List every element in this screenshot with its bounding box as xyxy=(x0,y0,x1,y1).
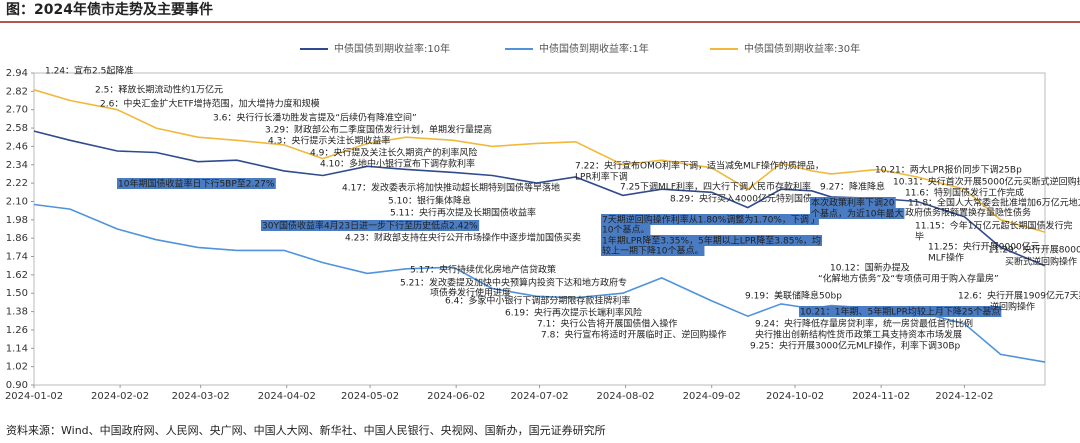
annotation: 4.10：多地中小银行宣布下调存款利率 xyxy=(320,158,475,170)
series-line xyxy=(33,89,1046,233)
annotation-box xyxy=(601,235,823,246)
annotation: 10.21：1年期、5年期LPR均较上月下降25个基点 xyxy=(800,306,1000,318)
annotation: MLF操作 xyxy=(928,252,964,264)
y-tick-label: 2.70 xyxy=(6,105,28,116)
annotation: 4.23：财政部支持在央行公开市场操作中逐步增加国债买卖 xyxy=(345,232,581,244)
annotation: 本次政策利率下调20 xyxy=(811,197,895,209)
y-tick-label: 2.46 xyxy=(6,141,28,152)
annotation: 11.29：央行开展8000亿元 xyxy=(988,244,1080,256)
annotation: 7.25下调MLF利率，四大行下调人民币存款利率 xyxy=(620,181,811,193)
annotation-box xyxy=(601,245,705,256)
annotation: 10.12：国新办提及 xyxy=(830,262,910,274)
y-tick-label: 2.94 xyxy=(6,68,28,79)
y-tick-label: 1.02 xyxy=(6,362,28,373)
annotation: 1.24：宣布2.5起降准 xyxy=(45,65,133,77)
x-tick-label: 2024-08-02 xyxy=(597,391,655,402)
annotation: 5.10：银行集体降息 xyxy=(388,195,471,207)
annotation-box xyxy=(810,197,896,208)
legend-label: 中债国债到期收益率:30年 xyxy=(744,42,860,55)
x-tick-label: 2024-07-02 xyxy=(510,391,568,402)
annotation: 10.31：央行首次开展5000亿元买断式逆回购操作 xyxy=(893,176,1080,188)
annotation: LPR利率下调 xyxy=(575,171,628,183)
y-tick-label: 1.74 xyxy=(6,252,28,263)
annotation: 8.29：央行买入4000亿元特别国债 xyxy=(670,193,812,205)
x-tick-label: 2024-10-02 xyxy=(766,391,824,402)
y-tick-label: 2.34 xyxy=(6,160,28,171)
annotation: 11.8：全国人大常委会批准增加6万亿元地方 xyxy=(908,197,1080,209)
annotation: 9.24：央行降低存量房贷利率，统一房贷最低首付比例 xyxy=(755,318,973,330)
annotation: 个基点，为近10年最大 xyxy=(811,208,903,220)
annotation: 11.6：特别国债发行工作完成 xyxy=(905,187,1024,199)
x-tick-label: 2024-05-02 xyxy=(341,391,399,402)
annotation: 6.19：央行再次提示长端利率风险 xyxy=(505,307,642,319)
y-tick-label: 0.90 xyxy=(6,380,28,391)
annotation: “化解地方债务”及“专项债可用于购入存量房” xyxy=(818,273,999,285)
annotation: 7.8：央行宣布将适时开展临时正、逆回购操作 xyxy=(541,329,726,341)
annotation: 逆回购操作 xyxy=(990,301,1035,313)
annotation: 5.11：央行再次提及长期国债收益率 xyxy=(390,207,536,219)
annotation: 1年期LPR降至3.35%，5年期以上LPR降至3.85%，均 xyxy=(602,235,821,247)
y-tick-label: 2.10 xyxy=(6,196,28,207)
annotation-box xyxy=(601,224,651,235)
annotation: 2.5：释放长期流动性约1万亿元 xyxy=(95,84,223,96)
y-tick-label: 2.58 xyxy=(6,123,28,134)
y-tick-label: 1.50 xyxy=(6,288,28,299)
annotation: 30Y国债收益率4月23日进一步下行至历史低点2.42% xyxy=(262,220,478,232)
annotation: 较上一期下降10个基点。 xyxy=(602,245,703,257)
annotation: 10个基点。 xyxy=(602,224,649,236)
annotation-box xyxy=(810,208,905,219)
x-tick-label: 2024-01-02 xyxy=(5,391,63,402)
annotation: 9.27：降准降息 xyxy=(820,181,885,193)
annotation: 11.15：今年1万亿元超长期国债发行完 xyxy=(915,220,1073,232)
annotation: 10.21：两大LPR报价同步下调25Bp xyxy=(875,164,1022,176)
y-tick-label: 1.86 xyxy=(6,233,28,244)
annotation: 5.17：央行持续优化房地产信贷政策 xyxy=(410,264,556,276)
annotation: 毕 xyxy=(915,231,924,243)
annotation: 7天期逆回购操作利率从1.80%调整为1.70%，下调了 xyxy=(602,214,818,226)
annotation-box xyxy=(261,220,480,231)
annotation: 项债券发行使用进度 xyxy=(430,287,511,299)
annotation: 4.17：发改委表示将加快推动超长期特别国债等早落地 xyxy=(342,182,560,194)
y-tick-label: 2.82 xyxy=(6,86,28,97)
annotation: 3.6：央行行长潘功胜发言提及“后续仍有降准空间” xyxy=(213,112,417,124)
annotation-box xyxy=(799,306,1002,317)
annotation: 3.29：财政部公布二季度国债发行计划，单期发行量提高 xyxy=(265,124,492,136)
y-tick-label: 1.38 xyxy=(6,307,28,318)
x-tick-label: 2024-11-02 xyxy=(852,391,910,402)
legend-label: 中债国债到期收益率:1年 xyxy=(539,42,649,55)
y-tick-label: 1.62 xyxy=(6,270,28,281)
annotation: 7.1：央行公告将开展国债借入操作 xyxy=(537,318,677,330)
annotation: 7.22：央行宣布OMO利率下调，适当减免MLF操作的质押品， xyxy=(575,160,824,172)
legend-label: 中债国债到期收益率:10年 xyxy=(334,42,450,55)
x-tick-label: 2024-04-02 xyxy=(258,391,316,402)
annotation-box xyxy=(117,178,276,189)
annotation: 10年期国债收益率日下行5BP至2.27% xyxy=(118,178,275,190)
x-tick-label: 2024-06-02 xyxy=(427,391,485,402)
annotation: 9.25：央行开展3000亿元MLF操作，利率下调30Bp xyxy=(750,340,961,352)
y-tick-label: 1.26 xyxy=(6,325,28,336)
y-tick-label: 2.22 xyxy=(6,178,28,189)
source-note: 资料来源：Wind、中国政府网、人民网、央广网、中国人大网、新华社、中国人民银行… xyxy=(6,423,606,437)
y-tick-label: 1.98 xyxy=(6,215,28,226)
annotation: 4.9：央行提及关注长久期资产的利率风险 xyxy=(310,147,477,159)
x-tick-label: 2024-02-02 xyxy=(91,391,149,402)
annotation: 12.6：央行开展1909亿元7天期 xyxy=(958,290,1080,302)
page-title: 图：2024年债市走势及主要事件 xyxy=(6,1,213,18)
annotation: 央行推出创新结构性货币政策工具支持资本市场发展 xyxy=(755,329,962,341)
x-tick-label: 2024-03-02 xyxy=(172,391,230,402)
annotation: 政府债务限额置换存量隐性债务 xyxy=(905,207,1031,219)
annotation: 4.3：央行提示关注长期收益率 xyxy=(268,135,390,147)
annotation: 6.4：多家中小银行下调部分期限存款挂牌利率 xyxy=(445,295,630,307)
annotation: 2.6：中央汇金扩大ETF增持范围，加大增持力度和规模 xyxy=(100,98,320,110)
annotation-box xyxy=(601,214,819,225)
x-tick-label: 2024-12-02 xyxy=(935,391,993,402)
x-tick-label: 2024-09-02 xyxy=(683,391,741,402)
annotation: 11.25：央行开展9000亿元 xyxy=(928,241,1040,253)
annotation: 买断式逆回购操作 xyxy=(1005,256,1077,268)
annotation: 5.21：发改委提及加快中央预算内投资下达和地方政府专 xyxy=(400,277,627,289)
annotation: 9.19：美联储降息50bp xyxy=(745,290,842,302)
y-tick-label: 1.14 xyxy=(6,343,28,354)
